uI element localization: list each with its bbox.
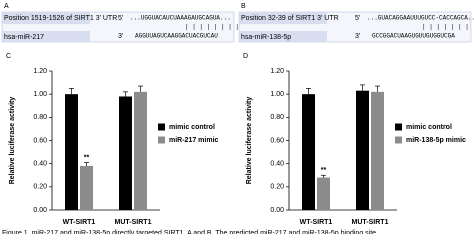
mirna-seq: AGGUUAGUCAAGGACUACGUCAU — [135, 33, 218, 40]
mirna-label: hsa-miR-217 — [4, 34, 44, 41]
mirna-seq: GCCGGACUAAGUGUUGUGGUCGA — [372, 33, 455, 40]
legend-swatch — [395, 136, 402, 144]
x-tick-label: MUT-SIRT1 — [352, 219, 389, 226]
x-tick-label: WT-SIRT1 — [63, 219, 96, 226]
target-seq: ...GUACAGGAAUUUGUCC-CACCAGCA... — [367, 15, 474, 22]
y-tick-label: 0.80 — [270, 114, 284, 121]
panel-label: B — [241, 3, 246, 10]
y-tick-label: 0.40 — [270, 161, 284, 168]
pairing: | | | | | | | — [422, 24, 469, 31]
y-axis-title: Relative luciferase activity — [9, 97, 16, 185]
label-band — [2, 12, 90, 24]
target-seq: ...UGGUACAUCUAAAGAUGCAGUA... — [130, 15, 231, 22]
y-tick-label: 0.00 — [270, 207, 284, 214]
mirna-end: 3' — [355, 33, 360, 40]
mirna-label: hsa-miR-138-5p — [241, 34, 291, 41]
bar — [356, 90, 369, 210]
mirna-end: 3' — [118, 33, 123, 40]
y-tick-label: 0.80 — [33, 114, 47, 121]
bar — [80, 165, 93, 210]
caption: Figure 1. miR-217 and miR-138-5p directl… — [2, 230, 376, 234]
legend-swatch — [158, 136, 165, 144]
x-tick-label: WT-SIRT1 — [300, 219, 333, 226]
legend-label: mimic control — [406, 124, 452, 131]
target-label: Position 32-39 of SIRT1 3' UTR — [241, 15, 339, 22]
legend-label: miR-138-5p mimic — [406, 137, 466, 144]
bar — [371, 91, 384, 210]
label-band — [239, 31, 327, 42]
bar — [302, 94, 315, 210]
significance: ** — [321, 167, 327, 174]
pairing: | | | | | | | | — [185, 24, 239, 31]
bar — [65, 94, 78, 210]
y-tick-label: 0.00 — [33, 207, 47, 214]
label-band — [239, 12, 327, 24]
y-tick-label: 0.40 — [33, 161, 47, 168]
panel-label: D — [243, 53, 248, 60]
legend-label: miR-217 mimic — [169, 137, 219, 144]
y-tick-label: 0.20 — [33, 184, 47, 191]
page: A Position 1519-1526 of SIRT1 3' UTR 5'...… — [1, 2, 474, 234]
target-end: 5' — [118, 15, 123, 22]
panel-label: A — [4, 3, 9, 10]
y-axis-title: Relative luciferase activity — [246, 97, 253, 185]
bar — [317, 177, 330, 210]
bar — [134, 91, 147, 210]
y-tick-label: 0.60 — [270, 137, 284, 144]
y-tick-label: 1.00 — [270, 91, 284, 98]
target-end: 5' — [355, 15, 360, 22]
target-label: Position 1519-1526 of SIRT1 3' UTR — [4, 15, 117, 22]
y-tick-label: 1.20 — [33, 68, 47, 75]
bar — [119, 96, 132, 210]
legend-swatch — [158, 123, 165, 131]
label-band — [2, 31, 90, 42]
legend-label: mimic control — [169, 124, 215, 131]
y-tick-label: 1.00 — [33, 91, 47, 98]
y-tick-label: 0.20 — [270, 184, 284, 191]
y-tick-label: 0.60 — [33, 137, 47, 144]
panel-label: C — [6, 53, 11, 60]
y-tick-label: 1.20 — [270, 68, 284, 75]
significance: ** — [84, 154, 90, 161]
legend-swatch — [395, 123, 402, 131]
x-tick-label: MUT-SIRT1 — [115, 219, 152, 226]
